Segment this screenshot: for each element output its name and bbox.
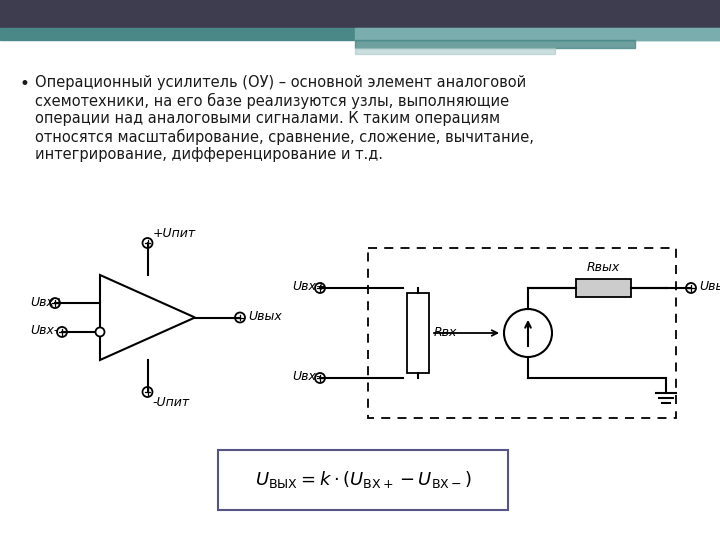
Bar [576,279,631,297]
Text: Uвх-: Uвх- [292,370,320,383]
Text: $U_{\mathrm{ВЫХ}} = k \cdot (U_{\mathrm{ВХ+}} - U_{\mathrm{ВХ-}})$: $U_{\mathrm{ВЫХ}} = k \cdot (U_{\mathrm{… [255,469,472,490]
Bar [528,287,576,289]
Bar [0,28,720,40]
Text: Uвх+: Uвх+ [30,295,64,308]
Text: Uвых: Uвых [248,310,282,323]
Text: Rвх: Rвх [434,327,457,340]
Text: Rвых: Rвых [587,261,620,274]
Text: Операционный усилитель (ОУ) – основной элемент аналоговой: Операционный усилитель (ОУ) – основной э… [35,75,526,90]
Bar [355,28,720,40]
Bar [0,0,720,28]
Text: схемотехники, на его базе реализуются узлы, выполняющие: схемотехники, на его базе реализуются уз… [35,93,509,109]
Text: Uвх-: Uвх- [30,325,58,338]
Bar [218,450,508,510]
Text: •: • [20,75,30,93]
Bar [355,40,635,48]
Text: относятся масштабирование, сравнение, сложение, вычитание,: относятся масштабирование, сравнение, сл… [35,129,534,145]
Bar [368,248,676,418]
Text: Uвых: Uвых [699,280,720,294]
Text: -Uпит: -Uпит [153,396,189,409]
Text: +Uпит: +Uпит [153,227,196,240]
Bar [407,293,429,373]
Circle shape [96,327,104,336]
Text: операции над аналоговыми сигналами. К таким операциям: операции над аналоговыми сигналами. К та… [35,111,500,126]
Text: Uвх+: Uвх+ [292,280,326,294]
Text: интегрирование, дифференцирование и т.д.: интегрирование, дифференцирование и т.д. [35,147,383,162]
Bar [355,48,555,54]
